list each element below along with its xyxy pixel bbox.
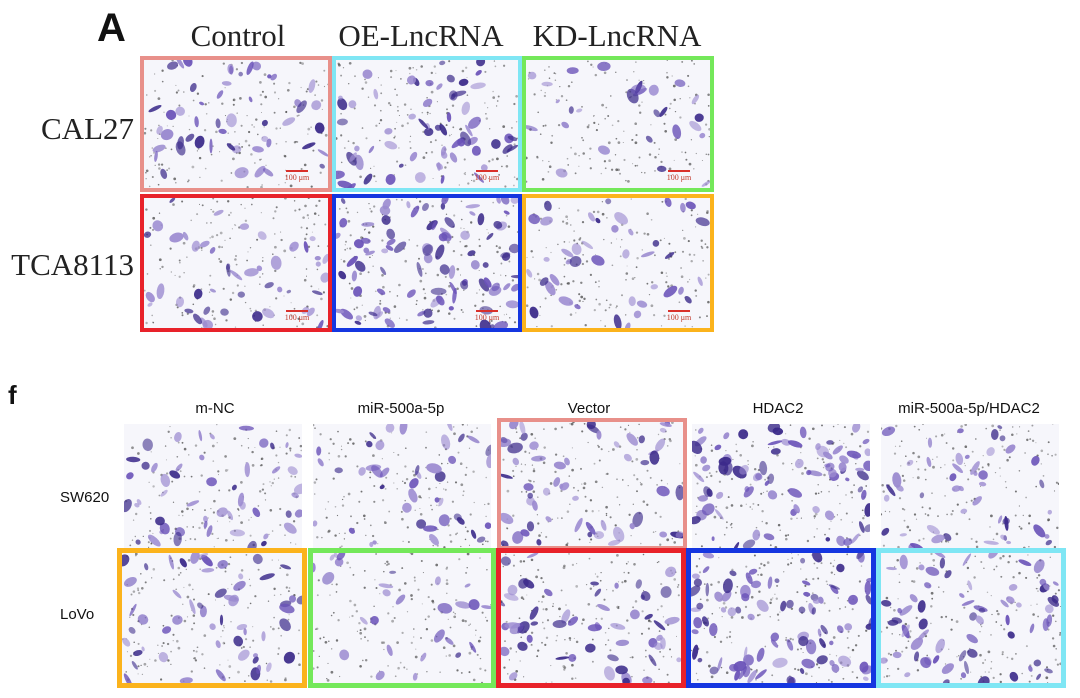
panel-f-letter: f xyxy=(8,380,17,410)
micrograph-lovo-mir-500a-5p xyxy=(308,548,496,688)
col-header-oe-lncrna: OE-LncRNA xyxy=(338,18,504,53)
col-header-kd-lncrna: KD-LncRNA xyxy=(532,18,702,53)
scale-bar: 100 μm xyxy=(470,170,504,182)
col-header-hdac2: HDAC2 xyxy=(752,400,804,417)
micrograph-sw620-mir-500a-5p-hdac2 xyxy=(881,424,1059,548)
scale-bar: 100 μm xyxy=(280,310,314,322)
micrograph-texture xyxy=(313,424,491,548)
col-header-vector: Vector xyxy=(567,400,611,417)
row-label-cal27: CAL27 xyxy=(41,111,134,146)
micrograph-texture xyxy=(122,553,302,683)
micrograph-texture xyxy=(313,553,491,683)
col-header-mir-500a-5p-hdac2: miR-500a-5p/HDAC2 xyxy=(898,400,1040,417)
micrograph-texture xyxy=(336,60,518,188)
micrograph-texture xyxy=(501,422,683,546)
scale-bar: 100 μm xyxy=(280,170,314,182)
micrograph-tca8113-oe: 100 μm xyxy=(332,194,522,332)
micrograph-texture xyxy=(692,424,870,548)
micrograph-lovo-hdac2 xyxy=(686,548,876,688)
micrograph-texture xyxy=(144,60,328,188)
micrograph-texture xyxy=(144,198,328,328)
micrograph-tca8113-kd: 100 μm xyxy=(522,194,714,332)
micrograph-tca8113-control: 100 μm xyxy=(140,194,332,332)
micrograph-sw620-m-nc xyxy=(124,424,302,548)
micrograph-lovo-vector xyxy=(496,548,686,688)
micrograph-sw620-mir-500a-5p xyxy=(313,424,491,548)
micrograph-cal27-oe: 100 μm xyxy=(332,56,522,192)
micrograph-texture xyxy=(124,424,302,548)
micrograph-texture xyxy=(336,198,518,328)
micrograph-sw620-hdac2 xyxy=(692,424,870,548)
panel-a-letter: A xyxy=(97,6,126,50)
micrograph-lovo-m-nc xyxy=(117,548,307,688)
scale-bar: 100 μm xyxy=(470,310,504,322)
micrograph-sw620-vector xyxy=(497,418,687,550)
micrograph-cal27-kd: 100 μm xyxy=(522,56,714,192)
col-header-mir-500a-5p: miR-500a-5p xyxy=(357,400,445,417)
row-label-tca8113: TCA8113 xyxy=(11,247,134,282)
row-label-lovo: LoVo xyxy=(60,606,95,623)
micrograph-texture xyxy=(881,553,1061,683)
row-label-sw620: SW620 xyxy=(60,489,110,506)
micrograph-lovo-mir-500a-5p-hdac2 xyxy=(876,548,1066,688)
col-header-m-nc: m-NC xyxy=(195,400,235,417)
micrograph-texture xyxy=(526,198,710,328)
scale-bar: 100 μm xyxy=(662,170,696,182)
micrograph-texture xyxy=(881,424,1059,548)
micrograph-texture xyxy=(691,553,871,683)
col-header-control: Control xyxy=(190,18,286,53)
micrograph-texture xyxy=(526,60,710,187)
micrograph-texture xyxy=(501,553,681,683)
micrograph-cal27-control: 100 μm xyxy=(140,56,332,192)
scale-bar: 100 μm xyxy=(662,310,696,322)
